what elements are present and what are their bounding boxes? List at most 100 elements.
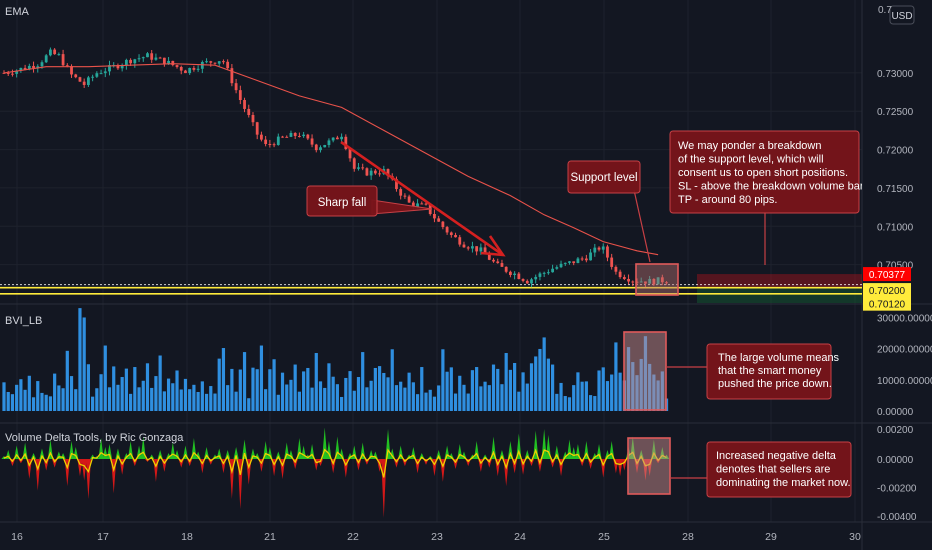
volume-bar [588,395,593,411]
stop-loss-zone[interactable] [697,274,862,288]
volume-bar [428,389,432,411]
candle [589,252,592,261]
price-pane[interactable]: Sharp fall Support level We may ponder a… [0,47,866,308]
breakdown-highlight-box[interactable] [635,263,679,296]
time-tick-label: 16 [11,531,23,543]
volume-axis[interactable]: 30000.00000 20000.00000 10000.00000 0.00000 [877,313,932,418]
delta-callout[interactable]: Increased negative delta denotes that sel… [670,441,852,498]
volume-bar [86,364,90,411]
volume-bar [200,381,204,411]
time-tick-label: 17 [97,531,109,543]
currency-badge[interactable]: USD [889,5,915,25]
candle [665,282,668,284]
delta-spike [195,451,201,459]
candle [264,139,268,145]
candle [146,53,149,58]
price-pane-title[interactable]: EMA [5,6,30,18]
volume-bar [15,384,19,411]
delta-spike [157,450,163,459]
delta-spike [43,459,49,471]
volume-bar [479,386,483,411]
candle [141,57,145,59]
candle [399,189,403,196]
volume-bar [137,387,141,411]
candle [251,114,255,123]
gridlines [0,0,862,522]
volume-bar [124,368,128,411]
candle [61,54,65,66]
volume-bar [61,388,65,411]
volume-bar [500,384,504,411]
candle [559,263,563,268]
volume-bar [310,387,314,411]
candle [416,203,419,207]
volume-bar [306,367,310,411]
volume-bar [230,368,234,411]
candle [593,247,597,253]
candle [226,61,230,69]
volume-bar [69,376,74,411]
support-lines[interactable] [0,284,862,295]
delta-tick-label: -0.00400 [877,512,917,523]
price-tick-label: 0.73000 [877,69,914,80]
volume-bar [538,348,542,411]
delta-pane-title[interactable]: Volume Delta Tools, by Ric Gonzaga [5,432,184,444]
delta-tick-label: -0.00200 [877,484,917,495]
volume-bar [242,352,247,411]
volume-bar [251,367,255,411]
sharp-fall-arrow[interactable] [340,140,506,257]
volume-bar [175,370,179,411]
volume-bar [302,371,306,411]
volume-bar [217,358,221,411]
take-profit-zone[interactable] [697,287,862,308]
volume-bar [546,358,550,411]
delta-highlight-box[interactable] [627,437,671,495]
breakdown-callout[interactable]: We may ponder a breakdown of the support … [669,130,866,265]
candle [289,132,293,137]
candle [268,144,272,146]
volume-bar [171,383,175,411]
delta-spike [524,450,530,459]
volume-bar [335,384,339,411]
candle [95,73,99,77]
delta-axis[interactable]: 0.00200 0.00000 -0.00200 -0.00400 [877,425,917,523]
volume-pane-title[interactable]: BVI_LB [5,315,42,327]
candle [238,90,242,101]
sharp-fall-callout[interactable]: Sharp fall [306,185,433,217]
candle [378,173,381,175]
projection-zone[interactable] [697,274,862,308]
volume-highlight-box[interactable] [623,331,667,411]
candle [568,261,571,263]
candle [57,54,61,56]
candle [365,168,369,176]
candle [517,273,521,279]
delta-spike [165,453,172,459]
volume-bar [314,353,318,411]
candle [635,281,639,283]
candle [386,169,390,177]
candle [584,258,588,261]
volume-bar [10,394,15,411]
candle [192,67,196,70]
candle [504,266,508,272]
volume-bar [141,380,145,411]
time-tick-label: 25 [598,531,610,543]
price-axis[interactable]: 0.73000 0.72500 0.72000 0.71500 0.71000 0.705… [877,69,914,272]
volume-bar [614,342,618,411]
candle [247,108,251,115]
candle [44,55,48,63]
candle [614,266,618,272]
candle [6,72,10,74]
delta-spike [355,459,362,471]
delta-spike [326,441,332,459]
volume-bar [31,397,36,411]
support-callout[interactable]: Support level [567,160,651,263]
delta-pane[interactable]: Increased negative delta denotes that sel… [1,428,852,518]
volume-bar [399,381,403,411]
time-axis[interactable]: 16 17 18 21 22 23 24 25 28 29 30 [11,531,861,543]
candle [234,83,238,91]
volume-bar [403,387,407,411]
